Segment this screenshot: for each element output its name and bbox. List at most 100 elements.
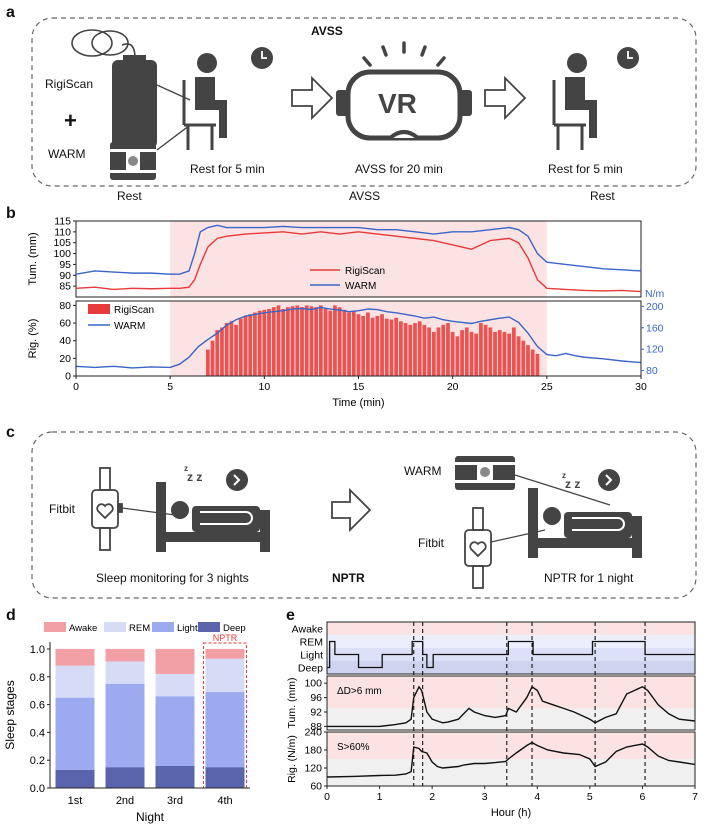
panel-letter-a: a xyxy=(6,4,15,21)
bar-rigiscan xyxy=(521,340,526,376)
bar-light xyxy=(155,696,195,766)
y-tick-label: 115 xyxy=(54,216,71,228)
y-axis-label-top: Tum. (mm) xyxy=(27,232,39,285)
bar-rigiscan xyxy=(408,324,413,376)
bar-rigiscan xyxy=(535,353,540,376)
y-tick-label: 0.0 xyxy=(30,783,45,795)
y-tick-label: 0.2 xyxy=(30,755,45,767)
y-tick-label: 92 xyxy=(310,707,322,719)
bar-rigiscan xyxy=(422,324,427,376)
bar-rigiscan xyxy=(366,312,370,376)
y-tick-label: 110 xyxy=(54,226,71,238)
bar-rigiscan xyxy=(431,331,436,376)
above-threshold-region xyxy=(327,676,695,709)
series-line xyxy=(326,741,696,778)
clock-icon xyxy=(617,47,639,69)
sleeping-bed-icon xyxy=(528,488,642,558)
y-tick-label: 180 xyxy=(304,745,322,757)
bar-rigiscan xyxy=(380,314,384,376)
warm-label: WARM xyxy=(48,147,86,161)
phase-rest-1: Rest xyxy=(117,189,142,203)
y-tick-label: 60 xyxy=(310,781,322,793)
bar-rigiscan xyxy=(497,330,502,376)
bar-rigiscan xyxy=(271,307,276,376)
panel-a-diagram xyxy=(31,17,697,187)
below-threshold-region xyxy=(327,759,695,786)
y-tick-label: 20 xyxy=(59,353,71,365)
zzz-left: z z xyxy=(187,470,203,484)
bar-rigiscan xyxy=(243,316,248,376)
bar-rigiscan xyxy=(285,307,290,376)
bar-rigiscan xyxy=(215,330,220,376)
bar-awake xyxy=(205,648,245,659)
seated-person-icon xyxy=(182,53,227,150)
stage-band xyxy=(327,661,695,674)
bar-rigiscan xyxy=(507,333,512,376)
x-tick-label: 25 xyxy=(541,381,553,393)
x-axis-label: Night xyxy=(136,810,165,824)
plus-sign: + xyxy=(64,108,77,133)
bar-deep xyxy=(105,767,145,788)
bar-rigiscan xyxy=(488,327,493,376)
bar-rigiscan xyxy=(347,312,351,376)
vr-text: VR xyxy=(378,88,417,119)
bar-rigiscan xyxy=(441,324,446,376)
bar-rigiscan xyxy=(238,318,243,376)
plot-frame xyxy=(326,731,696,787)
y-tick-label: 240 xyxy=(304,727,322,739)
step-rest-1: Rest for 5 min xyxy=(190,162,265,176)
y-tick-label: 85 xyxy=(59,281,71,293)
bar-rigiscan xyxy=(328,310,333,376)
legend-label: WARM xyxy=(114,321,145,332)
nptr-caption: NPTR for 1 night xyxy=(544,571,634,585)
x-tick-label: 3rd xyxy=(167,795,183,807)
bar-rigiscan xyxy=(389,319,394,376)
x-tick-label: 4th xyxy=(217,795,232,807)
step-avss: AVSS for 20 min xyxy=(355,162,443,176)
y-tick-label: 0.8 xyxy=(30,672,45,684)
bar-rigiscan xyxy=(262,309,267,376)
bar-rigiscan xyxy=(493,331,497,376)
bar-rigiscan xyxy=(333,305,337,376)
shade-region xyxy=(170,221,547,297)
below-threshold-region xyxy=(327,708,695,730)
plot-frame-top xyxy=(75,220,642,298)
bar-rigiscan xyxy=(403,323,408,376)
bar-rigiscan xyxy=(276,305,281,376)
bar-rigiscan xyxy=(300,307,304,376)
y-tick-label: 100 xyxy=(304,678,322,690)
stage-label: Awake xyxy=(292,624,323,636)
x-tick-label: 3 xyxy=(482,791,488,803)
bar-rem xyxy=(205,658,245,693)
y-axis-label: Rig. (N/m) xyxy=(286,735,298,783)
bar-rigiscan xyxy=(351,310,356,376)
threshold-annotation: S>60% xyxy=(337,742,370,753)
y2-tick-label: 120 xyxy=(646,344,664,356)
bar-rigiscan xyxy=(314,307,319,376)
bar-rigiscan xyxy=(479,323,483,376)
bar-rigiscan xyxy=(375,316,380,376)
stage-label: Light xyxy=(300,650,323,662)
y-tick-label: 96 xyxy=(310,692,322,704)
y-tick-label: 0 xyxy=(65,371,71,383)
panel-letter-d: d xyxy=(6,607,16,624)
bar-rigiscan xyxy=(267,308,271,376)
y-tick-label: 100 xyxy=(53,248,71,260)
bar-rigiscan xyxy=(248,314,253,376)
x-tick-label: 0 xyxy=(324,791,330,803)
warm-band-icon xyxy=(110,142,156,180)
bar-rigiscan xyxy=(234,324,238,376)
legend-swatch xyxy=(152,622,174,632)
bar-rigiscan xyxy=(427,327,432,376)
bar-rigiscan xyxy=(229,321,234,376)
hypnogram-line xyxy=(327,640,695,669)
y2-axis-unit: N/m xyxy=(645,288,665,300)
warm-band-icon xyxy=(455,456,515,490)
avss-title: AVSS xyxy=(311,24,343,38)
series-line-warm xyxy=(75,306,642,369)
x-tick-label: 15 xyxy=(353,381,365,393)
bar-rigiscan xyxy=(455,336,460,376)
bar-awake xyxy=(55,648,95,666)
bar-rem xyxy=(55,665,95,698)
